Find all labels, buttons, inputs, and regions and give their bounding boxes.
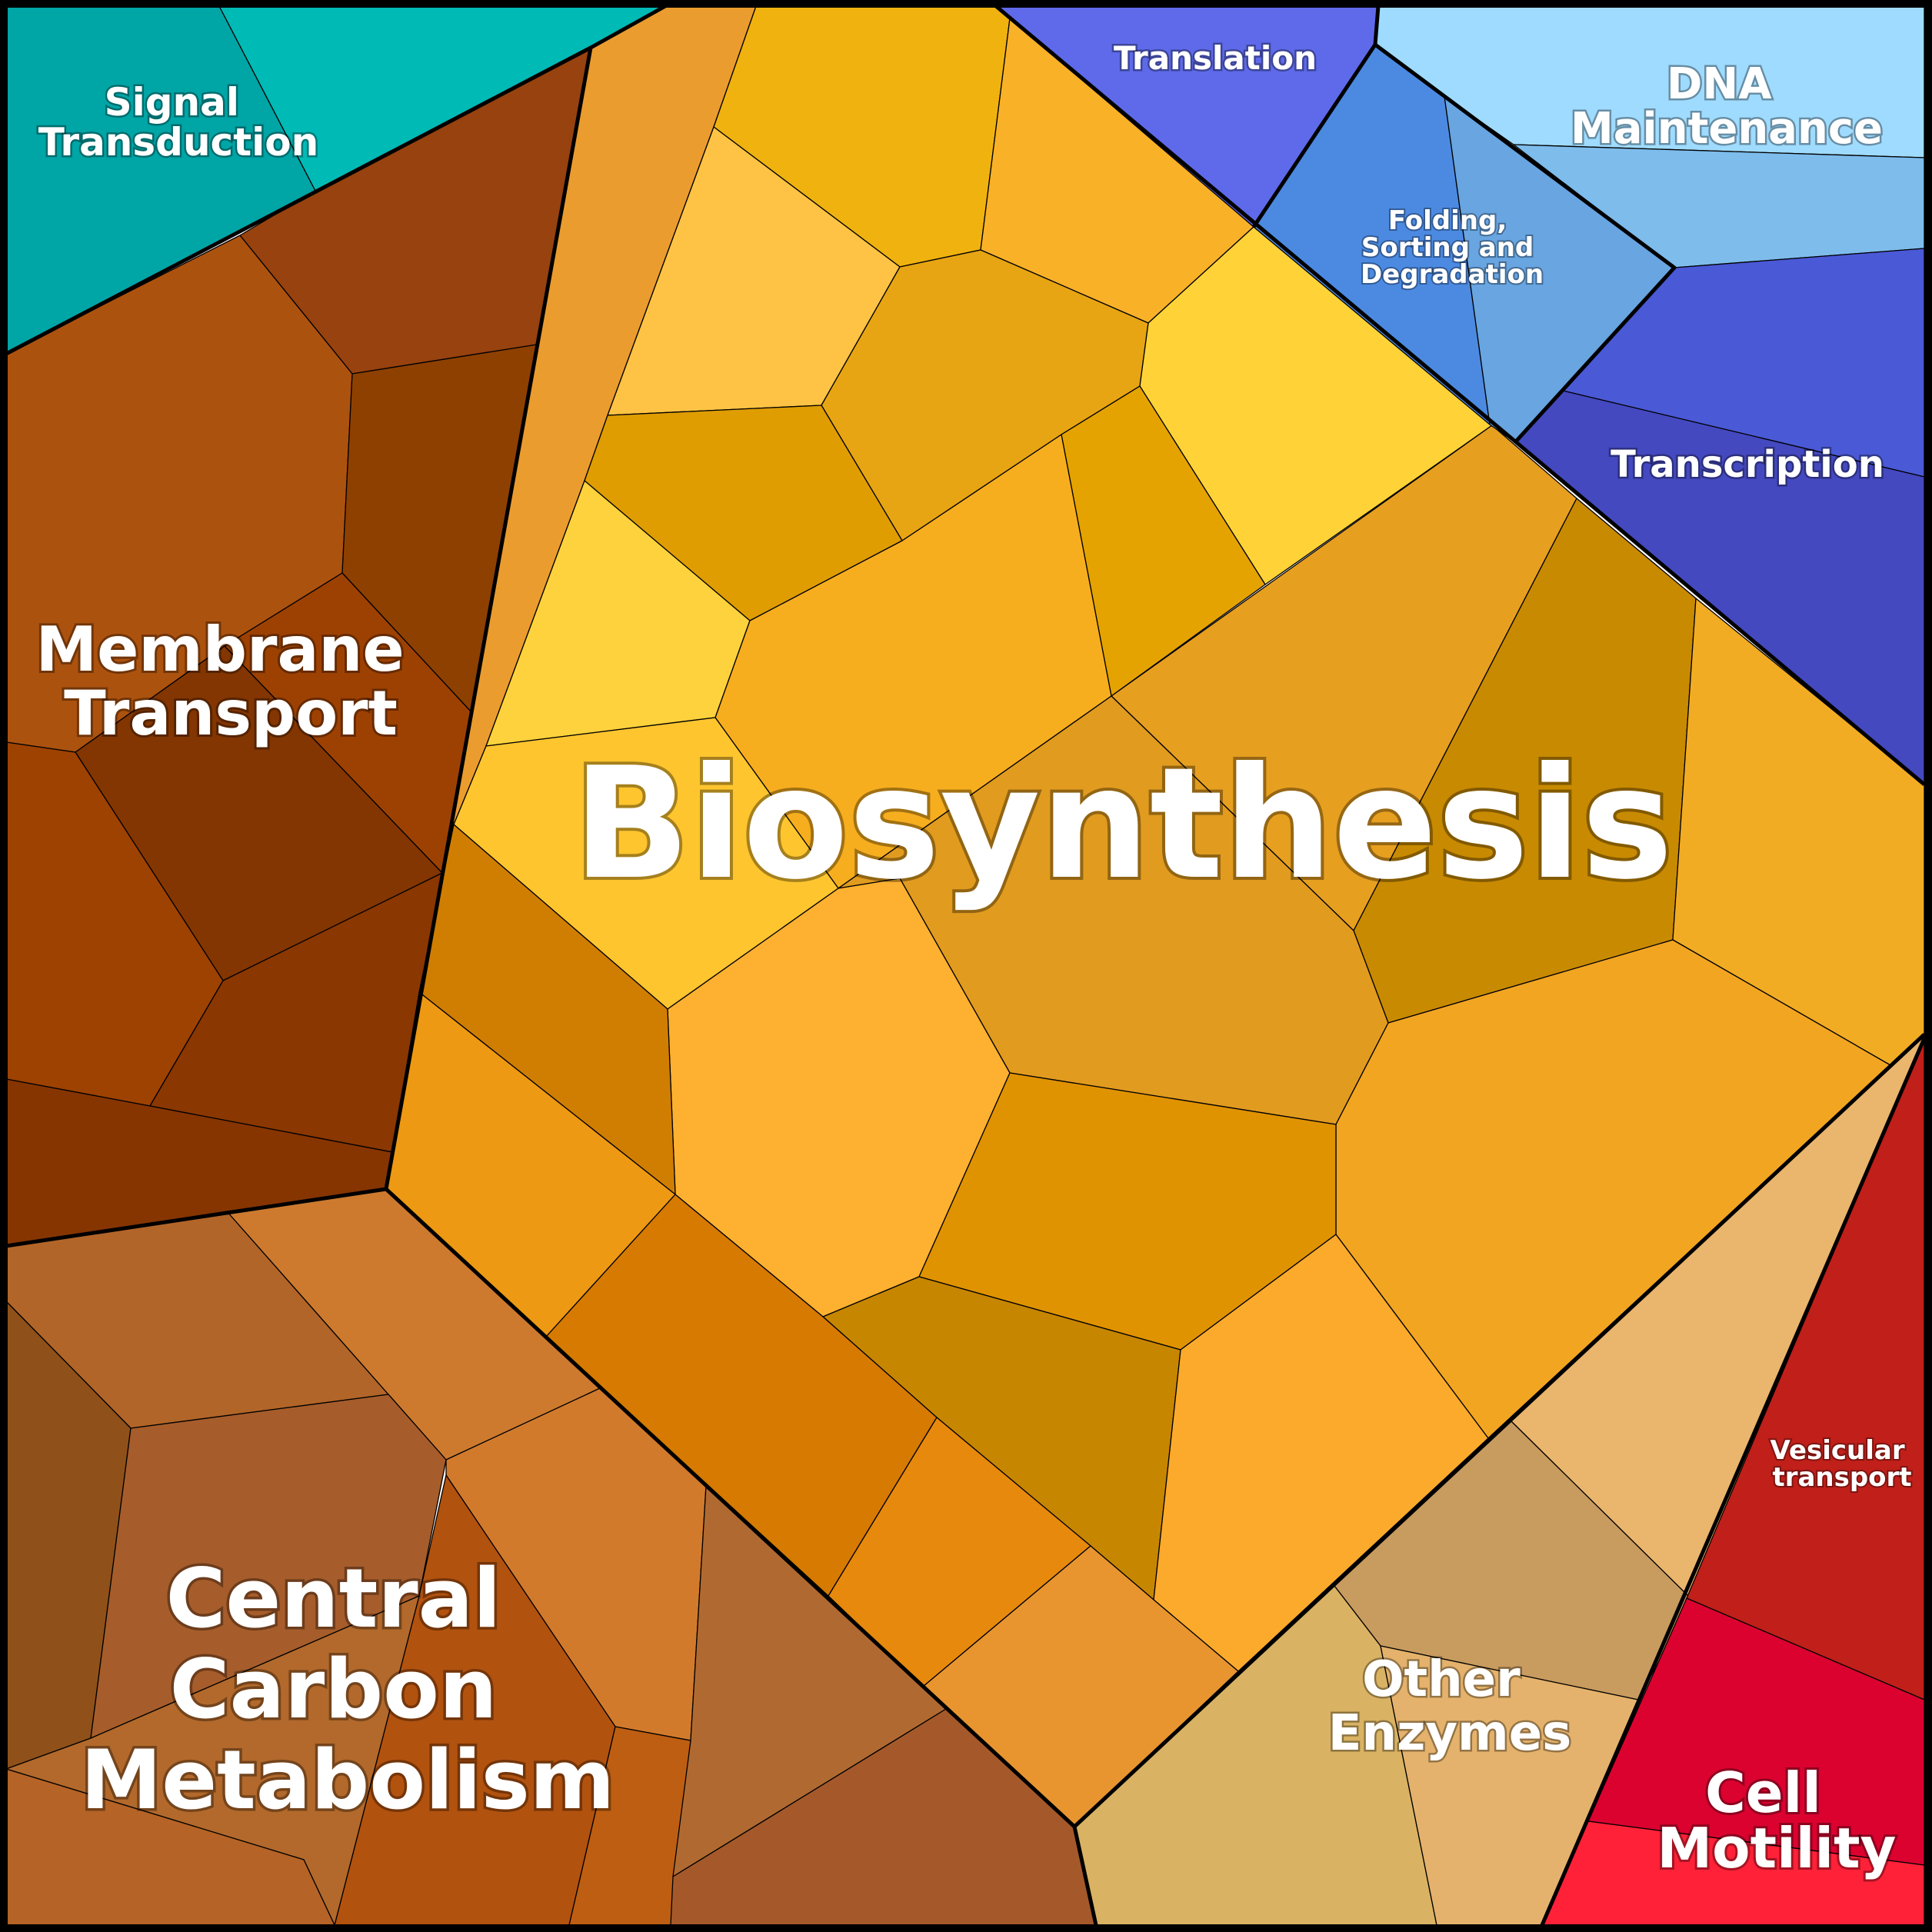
region-biosynthesis[interactable]	[385, 5, 1925, 1827]
label-other-enzymes: Other Enzymes	[1328, 1651, 1571, 1762]
region-membrane-transport[interactable]	[5, 47, 591, 1247]
region-borders	[5, 4, 1927, 1926]
label-dna-maintenance: DNA Maintenance	[1571, 59, 1883, 154]
labels: Signal Transduction Membrane Transport B…	[34, 38, 1914, 1884]
label-biosynthesis: Biosynthesis	[573, 734, 1673, 914]
region-cell-motility[interactable]	[1541, 1597, 1925, 1926]
label-vesicular-transport: Vesicular transport	[1770, 1435, 1914, 1493]
region-dna-maintenance[interactable]	[1374, 5, 1925, 268]
label-translation: Translation	[1114, 39, 1317, 77]
label-transcription: Transcription	[1611, 443, 1884, 486]
label-signal-transduction: Signal Transduction	[38, 80, 318, 165]
label-membrane-transport: Membrane Transport	[36, 614, 426, 749]
label-central-carbon-metabolism: Central Carbon Metabolism	[81, 1551, 615, 1827]
label-cell-motility: Cell Motility	[1657, 1760, 1897, 1880]
label-folding-sorting-degradation: Folding, Sorting and Degradation	[1361, 205, 1544, 290]
region-other-enzymes[interactable]	[1074, 1034, 1925, 1926]
region-central-carbon-metabolism[interactable]	[5, 1188, 1097, 1926]
